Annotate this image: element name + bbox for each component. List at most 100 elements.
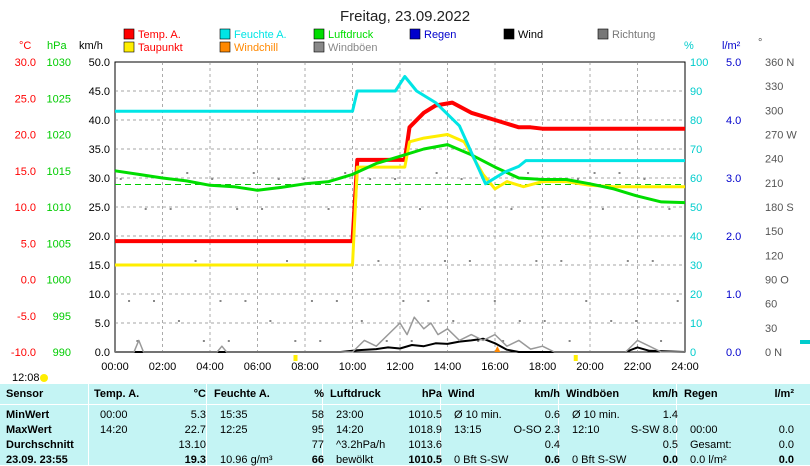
- legend-swatch: [503, 28, 515, 40]
- column-separator: [88, 384, 89, 465]
- row-label: MinWert: [6, 409, 50, 421]
- humidity-tick: 60: [690, 173, 702, 185]
- cell-value: 1018.9: [408, 424, 442, 436]
- legend: Temp. A. Feuchte A. Luftdruck Regen Wind Rich…: [123, 28, 655, 54]
- direction-tick: 270 W: [765, 130, 797, 142]
- chart-title: Freitag, 23.09.2022: [340, 8, 470, 25]
- temp-tick: 15.0: [15, 166, 36, 178]
- wind-tick: 10.0: [89, 289, 110, 301]
- direction-tick: 210: [765, 178, 783, 190]
- direction-dot: [194, 260, 197, 262]
- direction-dot: [468, 260, 471, 262]
- rain-axis-unit: l/m²: [722, 40, 741, 52]
- cell-value: 0.0: [778, 439, 794, 451]
- header-label: Wind: [448, 388, 475, 400]
- humidity-tick: 40: [690, 231, 702, 243]
- header-unit: hPa: [421, 388, 442, 400]
- direction-dot: [327, 208, 330, 210]
- cell-value: 1013.6: [408, 439, 442, 451]
- cell-value: 22.7: [184, 424, 206, 436]
- legend-swatch: [313, 28, 325, 40]
- rain-tick: 5.0: [726, 57, 741, 69]
- header-label: Luftdruck: [330, 388, 381, 400]
- legend-label: Feuchte A.: [234, 29, 287, 41]
- markers: 12:08: [12, 340, 810, 384]
- direction-dot: [660, 340, 663, 342]
- row-label: 23.09. 23:55: [6, 454, 68, 466]
- legend-label: Windböen: [328, 42, 378, 54]
- header-label: Temp. A.: [94, 388, 140, 400]
- direction-dot: [360, 320, 363, 322]
- cell-time: 23:00: [336, 409, 364, 421]
- direction-tick: 330: [765, 81, 783, 93]
- pressure-tick: 990: [53, 347, 71, 359]
- humidity-tick: 90: [690, 86, 702, 98]
- direction-dot: [186, 172, 189, 174]
- pressure-tick: 1020: [47, 130, 71, 142]
- pressure-tick: 1000: [47, 275, 71, 287]
- direction-dot: [477, 340, 480, 342]
- cell-time: 10.96 g/m³: [220, 454, 273, 466]
- direction-tick: 360 N: [765, 57, 794, 69]
- pressure-axis-unit: hPa: [47, 40, 67, 52]
- direction-dot: [576, 178, 579, 180]
- direction-dot: [302, 178, 305, 180]
- legend-swatch: [409, 28, 421, 40]
- cell-value: 0.0: [778, 454, 794, 466]
- direction-dot: [385, 340, 388, 342]
- temp-tick: -10.0: [11, 347, 36, 359]
- cell-time: bewölkt: [336, 454, 374, 466]
- direction-dot: [518, 320, 521, 322]
- legend-swatch: [597, 28, 609, 40]
- legend-swatch: [219, 41, 231, 53]
- humidity-tick: 30: [690, 260, 702, 272]
- direction-dot: [593, 172, 596, 174]
- legend-swatch: [123, 28, 135, 40]
- wind-tick: 25.0: [89, 202, 110, 214]
- series-temp: [115, 100, 685, 244]
- x-tick: 18:00: [529, 361, 557, 373]
- time-label: 12:08: [12, 372, 40, 384]
- header-label: Regen: [684, 388, 718, 400]
- header-label: Feuchte A.: [214, 388, 270, 400]
- direction-dot: [319, 340, 322, 342]
- direction-dot: [119, 178, 122, 180]
- pressure-tick: 1015: [47, 166, 71, 178]
- direction-tick: 300: [765, 105, 783, 117]
- direction-dot: [286, 260, 288, 262]
- cell-value: O-SO 2.3: [513, 424, 560, 436]
- direction-dot: [344, 172, 347, 174]
- direction-dot: [277, 178, 280, 180]
- cell-value: 1010.5: [408, 454, 442, 466]
- temp-tick: 0.0: [21, 275, 36, 287]
- direction-dot: [435, 172, 438, 174]
- legend-label: Windchill: [234, 42, 278, 54]
- pressure-tick: 1005: [47, 238, 71, 250]
- wind-tick: 15.0: [89, 260, 110, 272]
- direction-dot: [419, 208, 421, 210]
- header-unit: °C: [193, 388, 206, 400]
- direction-dot: [452, 320, 455, 322]
- right-edge-marker: [800, 340, 810, 344]
- column-separator: [440, 384, 441, 465]
- wind-tick: 30.0: [89, 173, 110, 185]
- cell-value: 1.4: [662, 409, 678, 421]
- humidity-tick: 0: [690, 347, 696, 359]
- legend-label: Luftdruck: [328, 29, 374, 41]
- header-unit: %: [314, 388, 324, 400]
- direction-dot: [335, 300, 338, 302]
- direction-dot: [443, 260, 446, 262]
- windchill-marker: [494, 346, 501, 352]
- x-tick: 14:00: [434, 361, 462, 373]
- humidity-tick: 100: [690, 57, 708, 69]
- direction-dot: [169, 208, 172, 210]
- wind-tick: 50.0: [89, 57, 110, 69]
- x-tick: 20:00: [576, 361, 604, 373]
- direction-dot: [410, 340, 413, 342]
- direction-dot: [676, 300, 679, 302]
- sun-marker: [293, 355, 298, 361]
- cell-value: 0.6: [544, 409, 560, 421]
- temp-axis-unit: °C: [19, 40, 31, 52]
- rain-tick: 1.0: [726, 289, 741, 301]
- weather-chart: Freitag, 23.09.2022 Temp. A. Feuchte A. Lu…: [11, 8, 810, 384]
